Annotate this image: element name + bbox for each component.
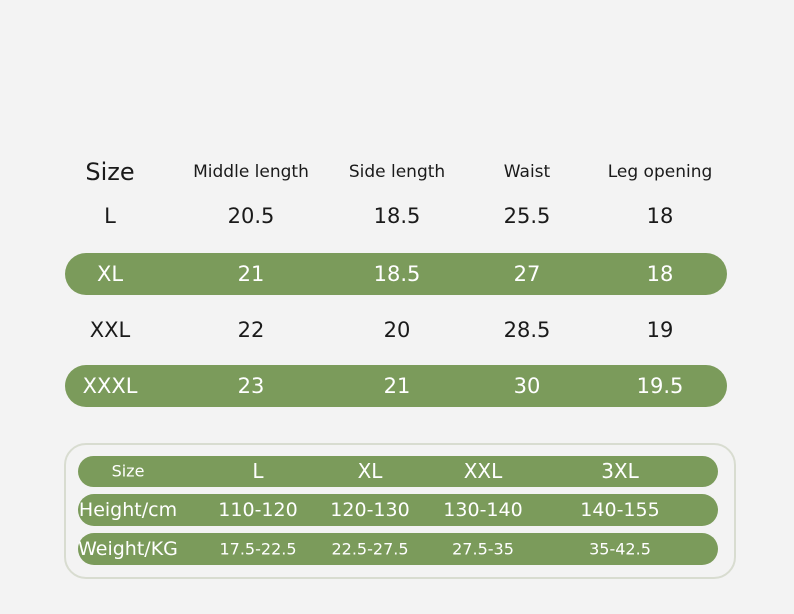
fit-value: L [252,459,264,483]
measurement: 18 [646,262,674,286]
fit-value: XXL [463,459,503,483]
fit-value: 110-120 [218,499,298,521]
row-label: Size [111,461,145,481]
fit-value: 35-42.5 [589,539,651,559]
fit-value: 130-140 [443,499,523,521]
measurement: 18 [646,204,674,228]
row-label: Height/cm [78,499,178,521]
measurement: 30 [513,374,541,398]
column-header: Size [85,158,135,186]
measurement: 28.5 [503,318,551,342]
column-header: Waist [503,162,551,182]
measurement: 18.5 [373,262,421,286]
column-header: Middle length [193,162,309,182]
size-label: XXXL [82,374,138,398]
fit-value: 22.5-27.5 [331,539,409,559]
row-highlight [78,533,718,565]
fit-value: 17.5-22.5 [219,539,297,559]
row-highlight [78,456,718,487]
measurement: 21 [383,374,411,398]
size-label: L [104,204,116,228]
size-label: XL [96,262,124,286]
fit-value: 140-155 [580,499,660,521]
measurement: 18.5 [373,204,421,228]
fit-table-frame [64,443,736,579]
fit-value: 27.5-35 [452,539,514,559]
size-label: XXL [89,318,131,342]
measurement: 21 [237,262,265,286]
column-header: Leg opening [607,162,713,182]
measurement: 20 [383,318,411,342]
measurement: 19 [646,318,674,342]
row-label: Weight/KG [78,538,178,560]
measurement: 20.5 [227,204,275,228]
row-highlight [78,494,718,526]
measurement: 25.5 [503,204,551,228]
measurement: 23 [237,374,265,398]
fit-value: 120-130 [330,499,410,521]
row-highlight [65,253,727,295]
fit-value: 3XL [601,459,639,483]
fit-value: XL [357,459,383,483]
row-highlight [65,365,727,407]
measurement: 27 [513,262,541,286]
column-header: Side length [348,162,446,182]
measurement: 19.5 [636,374,684,398]
measurement: 22 [237,318,265,342]
